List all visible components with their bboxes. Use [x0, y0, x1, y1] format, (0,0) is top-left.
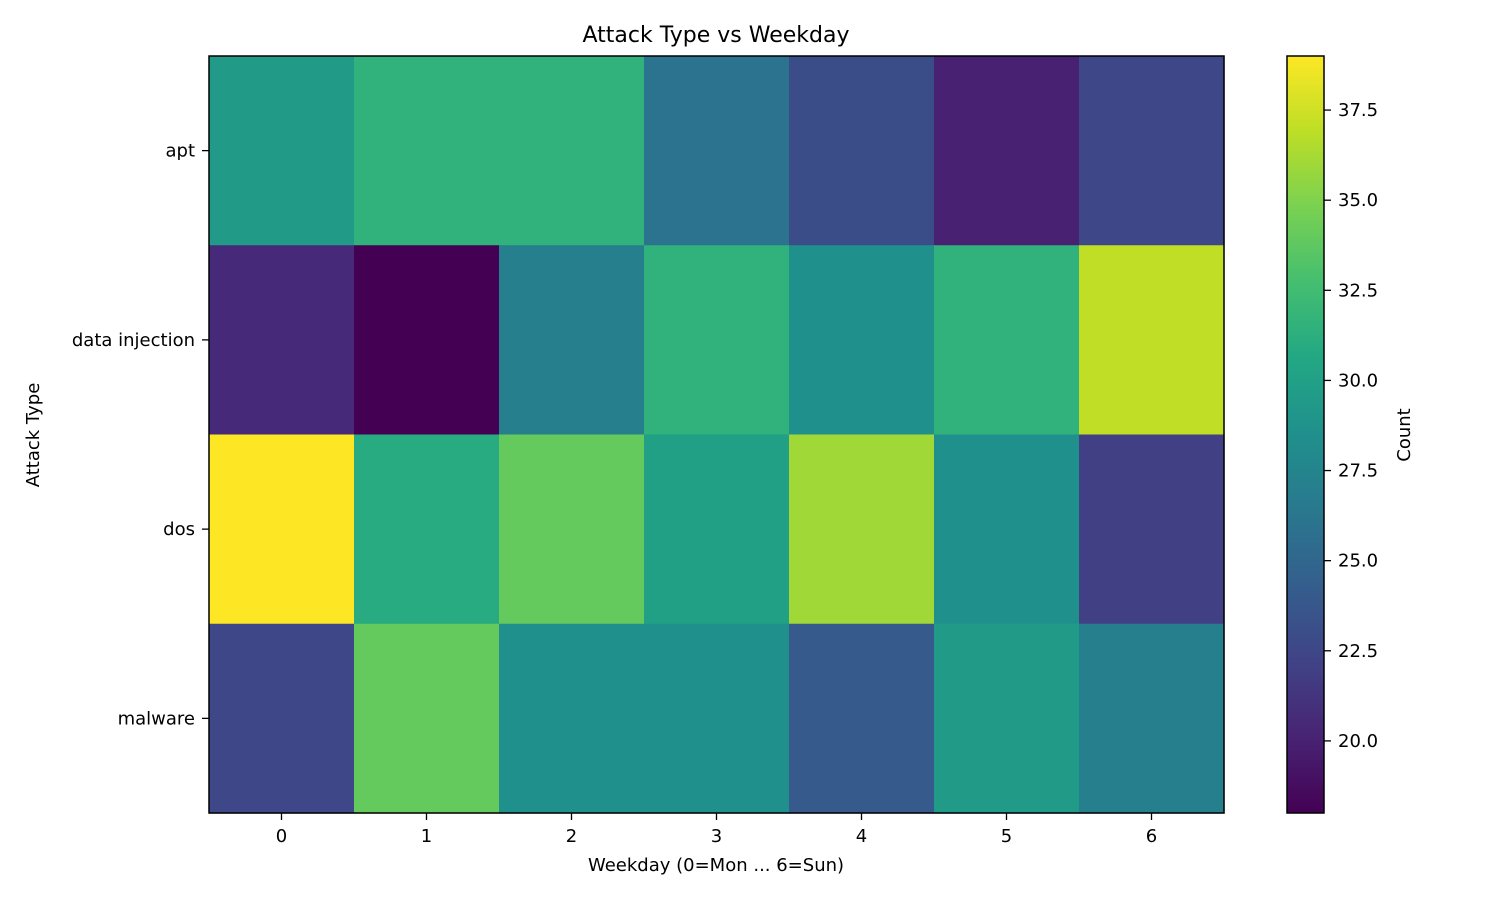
- heatmap-cell-malware-2: [499, 623, 645, 814]
- heatmap-cell-dos-3: [644, 434, 790, 625]
- heatmap-cell-apt-5: [934, 56, 1080, 246]
- heatmap-cell-malware-5: [934, 623, 1080, 814]
- heatmap-cell-dos-0: [209, 434, 355, 625]
- x-tick-label: 2: [566, 826, 577, 847]
- heatmap-cell-data-injection-0: [209, 245, 355, 436]
- heatmap-cell-apt-1: [354, 56, 500, 246]
- colorbar: 20.0 22.5 25.0 27.5 30.0 32.5 35.0 37.5 Count: [1286, 55, 1415, 814]
- x-tick-label: 3: [711, 826, 722, 847]
- heatmap-cell-malware-3: [644, 623, 790, 814]
- colorbar-frame: [1286, 55, 1325, 814]
- chart-title: Attack Type vs Weekday: [583, 23, 850, 48]
- y-axis-ticks: apt data injection dos malware: [72, 141, 209, 729]
- colorbar-tick-label: 30.0: [1338, 370, 1378, 391]
- colorbar-tick-label: 37.5: [1338, 100, 1378, 121]
- x-tick-label: 5: [1001, 826, 1012, 847]
- heatmap-cell-dos-1: [354, 434, 500, 625]
- colorbar-tick-label: 25.0: [1338, 551, 1378, 572]
- x-tick-label: 0: [276, 826, 287, 847]
- x-axis-label: Weekday (0=Mon ... 6=Sun): [588, 855, 844, 876]
- heatmap-cell-apt-4: [789, 56, 935, 246]
- heatmap-cell-data-injection-4: [789, 245, 935, 436]
- heatmap-cell-apt-6: [1079, 56, 1225, 246]
- heatmap-cell-data-injection-6: [1079, 245, 1225, 436]
- y-tick-label: dos: [163, 519, 195, 540]
- colorbar-label: Count: [1394, 408, 1415, 461]
- heatmap-cell-dos-6: [1079, 434, 1225, 625]
- heatmap-cell-malware-0: [209, 623, 355, 814]
- heatmap-cell-data-injection-3: [644, 245, 790, 436]
- colorbar-tick-label: 32.5: [1338, 280, 1378, 301]
- y-tick-label: data injection: [72, 330, 195, 351]
- colorbar-tick-label: 20.0: [1338, 731, 1378, 752]
- heatmap-cell-apt-2: [499, 56, 645, 246]
- colorbar-gradient: [1287, 56, 1324, 813]
- y-axis-label: Attack Type: [23, 383, 44, 488]
- heatmap-cell-apt-3: [644, 56, 790, 246]
- colorbar-tick-label: 27.5: [1338, 461, 1378, 482]
- y-tick-label: malware: [118, 708, 195, 729]
- colorbar-ticks: 20.0 22.5 25.0 27.5 30.0 32.5 35.0 37.5: [1324, 100, 1378, 752]
- x-tick-label: 6: [1146, 826, 1157, 847]
- heatmap-cell-dos-5: [934, 434, 1080, 625]
- heatmap-cell-apt-0: [209, 56, 355, 246]
- heatmap-cells: [209, 56, 1225, 814]
- heatmap-cell-dos-2: [499, 434, 645, 625]
- heatmap-cell-data-injection-2: [499, 245, 645, 436]
- y-tick-label: apt: [165, 141, 195, 162]
- heatmap-cell-dos-4: [789, 434, 935, 625]
- heatmap-cell-data-injection-5: [934, 245, 1080, 436]
- heatmap-cell-data-injection-1: [354, 245, 500, 436]
- x-tick-label: 1: [421, 826, 432, 847]
- x-tick-label: 4: [856, 826, 867, 847]
- heatmap-cell-malware-1: [354, 623, 500, 814]
- heatmap-cell-malware-6: [1079, 623, 1225, 814]
- colorbar-tick-label: 35.0: [1338, 190, 1378, 211]
- x-axis-ticks: 0 1 2 3 4 5 6: [276, 813, 1157, 847]
- heatmap-cell-malware-4: [789, 623, 935, 814]
- colorbar-tick-label: 22.5: [1338, 641, 1378, 662]
